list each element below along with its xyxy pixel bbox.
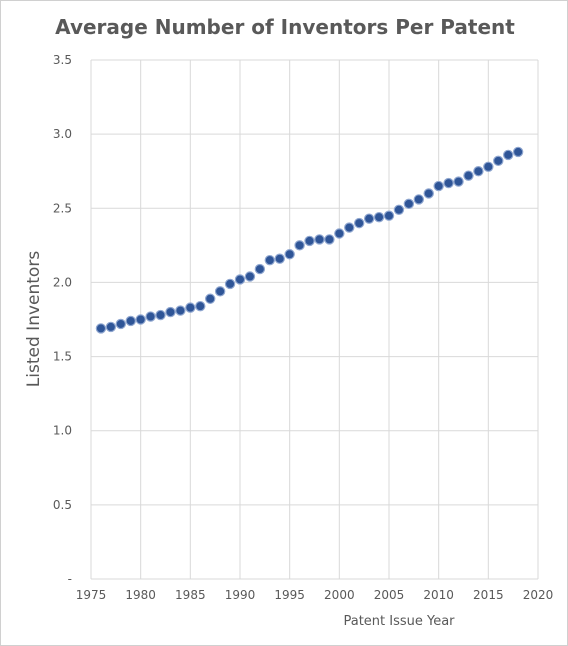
chart-title: Average Number of Inventors Per Patent — [55, 15, 515, 39]
data-point — [176, 306, 185, 315]
data-point — [275, 254, 284, 263]
x-tick-label: 1990 — [225, 588, 256, 602]
x-axis-ticks: 1975 1980 1985 1990 1995 2000 2005 2010 2015 2020 — [76, 588, 554, 602]
data-point — [225, 279, 234, 288]
data-point — [146, 312, 155, 321]
data-point — [245, 272, 254, 281]
data-point — [514, 147, 523, 156]
y-tick-label: 3.5 — [53, 53, 72, 67]
data-points — [96, 147, 522, 333]
data-point — [315, 235, 324, 244]
data-point — [464, 171, 473, 180]
data-point — [196, 302, 205, 311]
data-point — [474, 167, 483, 176]
y-tick-label: 0.5 — [53, 498, 72, 512]
data-point — [365, 214, 374, 223]
data-point — [494, 156, 503, 165]
y-tick-label: 3.0 — [53, 127, 72, 141]
data-point — [374, 213, 383, 222]
x-tick-label: 2010 — [423, 588, 454, 602]
data-point — [504, 150, 513, 159]
data-point — [166, 307, 175, 316]
y-tick-label: 1.0 — [53, 424, 72, 438]
x-tick-label: 2005 — [374, 588, 405, 602]
data-point — [345, 223, 354, 232]
y-axis-ticks: - 0.5 1.0 1.5 2.0 2.5 3.0 3.5 — [53, 53, 72, 586]
data-point — [285, 250, 294, 259]
data-point — [454, 177, 463, 186]
data-point — [295, 241, 304, 250]
data-point — [156, 310, 165, 319]
data-point — [355, 219, 364, 228]
data-point — [206, 294, 215, 303]
data-point — [106, 322, 115, 331]
data-point — [325, 235, 334, 244]
data-point — [216, 287, 225, 296]
data-point — [384, 211, 393, 220]
data-point — [484, 162, 493, 171]
x-tick-label: 1995 — [274, 588, 305, 602]
data-point — [96, 324, 105, 333]
data-point — [126, 316, 135, 325]
x-tick-label: 1975 — [76, 588, 107, 602]
y-tick-label: 2.0 — [53, 275, 72, 289]
data-point — [335, 229, 344, 238]
x-tick-label: 1980 — [125, 588, 156, 602]
x-tick-label: 1985 — [175, 588, 206, 602]
x-tick-label: 2015 — [473, 588, 504, 602]
data-point — [424, 189, 433, 198]
data-point — [444, 178, 453, 187]
y-axis-label: Listed Inventors — [24, 251, 44, 388]
data-point — [255, 264, 264, 273]
y-tick-label: - — [68, 572, 72, 586]
data-point — [414, 195, 423, 204]
x-tick-label: 2020 — [523, 588, 554, 602]
data-point — [434, 181, 443, 190]
y-tick-label: 1.5 — [53, 350, 72, 364]
data-point — [265, 256, 274, 265]
x-axis-label: Patent Issue Year — [343, 614, 455, 629]
y-tick-label: 2.5 — [53, 201, 72, 215]
data-point — [235, 275, 244, 284]
x-tick-label: 2000 — [324, 588, 355, 602]
data-point — [186, 303, 195, 312]
data-point — [136, 315, 145, 324]
data-point — [404, 199, 413, 208]
data-point — [305, 236, 314, 245]
data-point — [116, 319, 125, 328]
data-point — [394, 205, 403, 214]
